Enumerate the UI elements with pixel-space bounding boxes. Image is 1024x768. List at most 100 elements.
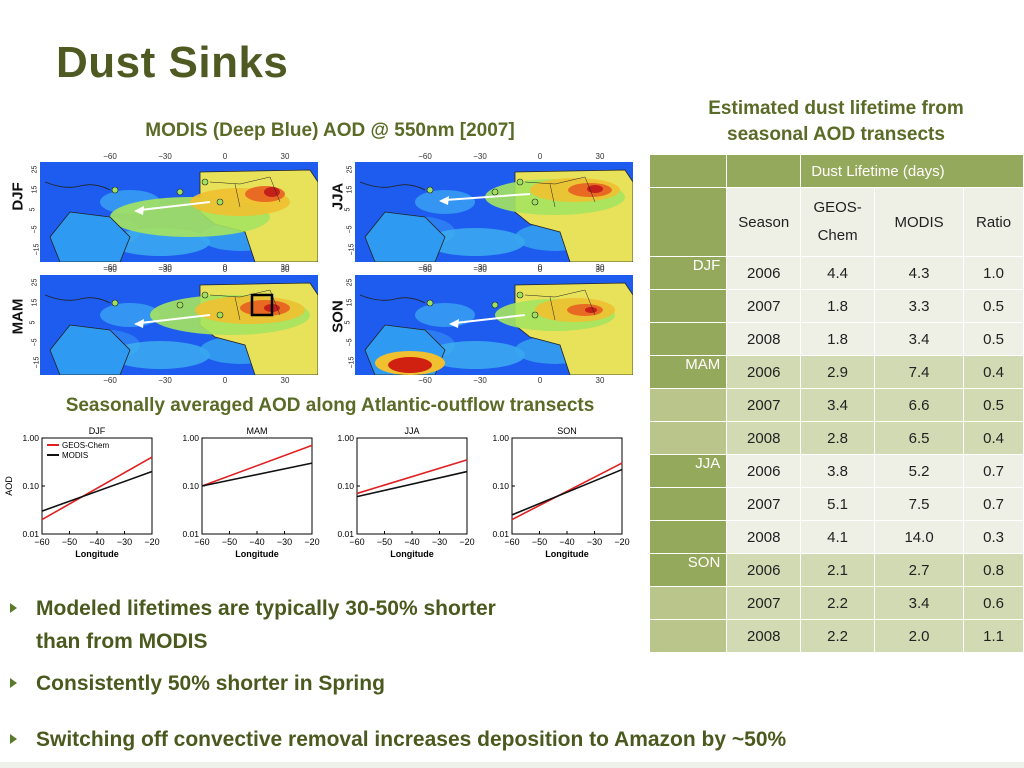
map-lat-tick: −5 [31,338,39,347]
map-season-label-mam: MAM [9,298,27,335]
map-lat-tick: 25 [31,278,39,287]
map-lon-tick: 0 [537,376,543,385]
cell-modis: 6.6 [874,388,965,422]
col-header-season: Season [726,187,802,257]
col-header-geos-chem: GEOS- Chem [800,187,876,257]
map-lon-tick: −30 [158,152,172,161]
cell-group [648,388,728,422]
cell-season-year: 2006 [726,553,802,587]
x-axis-label: Longitude [75,549,119,559]
chart-svg: MAM 1.00 0.10 0.01−60 −50 −40 −30 −20 Longitude [182,426,319,559]
x-tick-label: −60 [349,537,364,547]
map-lon-tick: 0 [537,152,543,161]
table-caption-line2: seasonal AOD transects [727,124,945,145]
transect-arrow [139,314,211,324]
cell-group [648,421,728,455]
map-lon-tick: 0 [222,265,228,274]
triangle-bullet-icon [10,678,17,688]
map-season-label-son: SON [329,300,347,333]
map-lon-ticks: −60 −30 0 30 [355,263,633,273]
map-lon-tick: 30 [280,376,290,385]
chart-svg: DJF 1.00 0.10 0.01−60 −50 −40 −30 −20 Longitude A… [4,426,160,559]
cell-modis: 5.2 [874,454,965,488]
cell-geos-chem: 2.9 [800,355,876,389]
legend-entry: GEOS-Chem [62,441,109,450]
x-tick-label: −50 [532,537,547,547]
cell-season-year: 2008 [726,520,802,554]
series-line-geos-chem [511,462,623,521]
map-lat-tick: 5 [29,207,37,212]
cell-season-year: 2008 [726,322,802,356]
table-group-header: Dust Lifetime (days) [800,154,1024,188]
cell-season-year: 2007 [726,289,802,323]
map-season-label-djf: DJF [9,182,27,211]
map-lon-ticks: −60 −30 0 30 [355,265,633,275]
table-row: DJF 2006 4.4 4.3 1.0 [648,256,1024,290]
table-row: 2008 1.8 3.4 0.5 [648,322,1024,356]
transect-chart-djf: DJF 1.00 0.10 0.01 −60 −50 −40 −30 −20 Longitude A… [0,420,160,575]
cell-season-year: 2008 [726,619,802,653]
cell-geos-chem: 3.8 [800,454,876,488]
y-tick-label: 0.10 [22,481,39,491]
col-header-modis: MODIS [874,187,965,257]
x-axis-label: Longitude [390,549,434,559]
map-lon-tick: −30 [158,265,172,274]
transect-caption: Seasonally averaged AOD along Atlantic-o… [65,395,595,416]
cell-ratio: 0.5 [963,388,1024,422]
table-row: 2008 4.1 14.0 0.3 [648,520,1024,554]
x-tick-label: −30 [432,537,447,547]
x-tick-label: −40 [404,537,419,547]
cell-season-year: 2006 [726,454,802,488]
map-lon-tick: −60 [418,265,432,274]
cell-geos-chem: 4.4 [800,256,876,290]
series-line-modis [201,462,313,487]
x-tick-label: −50 [377,537,392,547]
map-lat-tick: 15 [346,185,354,194]
cell-modis: 7.5 [874,487,965,521]
x-axis-label: Longitude [545,549,589,559]
cell-season-year: 2006 [726,256,802,290]
series-line-modis [41,470,153,512]
map-lon-tick: 0 [222,263,228,272]
cell-group: SON [648,553,728,587]
table-row: 2007 3.4 6.6 0.5 [648,388,1024,422]
map-lon-ticks: −60 −30 0 30 [355,376,633,386]
x-tick-label: −40 [249,537,264,547]
map-lat-tick: −15 [348,243,356,256]
table-header-blank [726,154,802,188]
cell-ratio: 0.7 [963,487,1024,521]
cell-ratio: 0.5 [963,322,1024,356]
map-lon-tick: −60 [103,263,117,272]
cell-geos-chem: 2.2 [800,619,876,653]
map-lon-ticks: −60 −30 0 30 [40,265,318,275]
map-lat-tick: −5 [31,225,39,234]
table-row: 2008 2.2 2.0 1.1 [648,619,1024,653]
series-line-modis [511,468,623,516]
bullet-3-text: Switching off convective removal increas… [36,728,787,751]
cell-ratio: 0.5 [963,289,1024,323]
map-lon-tick: 30 [595,263,605,272]
cell-modis: 14.0 [874,520,965,554]
cell-season-year: 2007 [726,487,802,521]
cell-group [648,520,728,554]
series-line-geos-chem [356,459,468,495]
table-row: 2007 1.8 3.3 0.5 [648,289,1024,323]
transect-chart-mam: MAM 1.00 0.10 0.01 −60 −50 −40 −30 −20 Longitude [160,420,320,575]
map-image [355,162,633,262]
chart-title: SON [557,426,577,436]
transect-chart-son: SON 1.00 0.10 0.01 −60 −50 −40 −30 −20 Longitude [470,420,630,575]
x-tick-label: −50 [222,537,237,547]
map-lon-tick: −60 [103,152,117,161]
cell-group [648,322,728,356]
modis-caption: MODIS (Deep Blue) AOD @ 550nm [2007] [145,120,515,141]
legend-entry: MODIS [62,451,88,460]
chart-svg: SON 1.00 0.10 0.01−60 −50 −40 −30 −20 Longitude [492,426,629,559]
x-tick-label: −20 [304,537,319,547]
map-lat-tick: −5 [346,338,354,347]
footer-bar [0,762,1024,768]
cell-ratio: 0.8 [963,553,1024,587]
table-row: JJA 2006 3.8 5.2 0.7 [648,454,1024,488]
cell-group: JJA [648,454,728,488]
cell-modis: 3.3 [874,289,965,323]
transect-arrow [444,193,531,201]
